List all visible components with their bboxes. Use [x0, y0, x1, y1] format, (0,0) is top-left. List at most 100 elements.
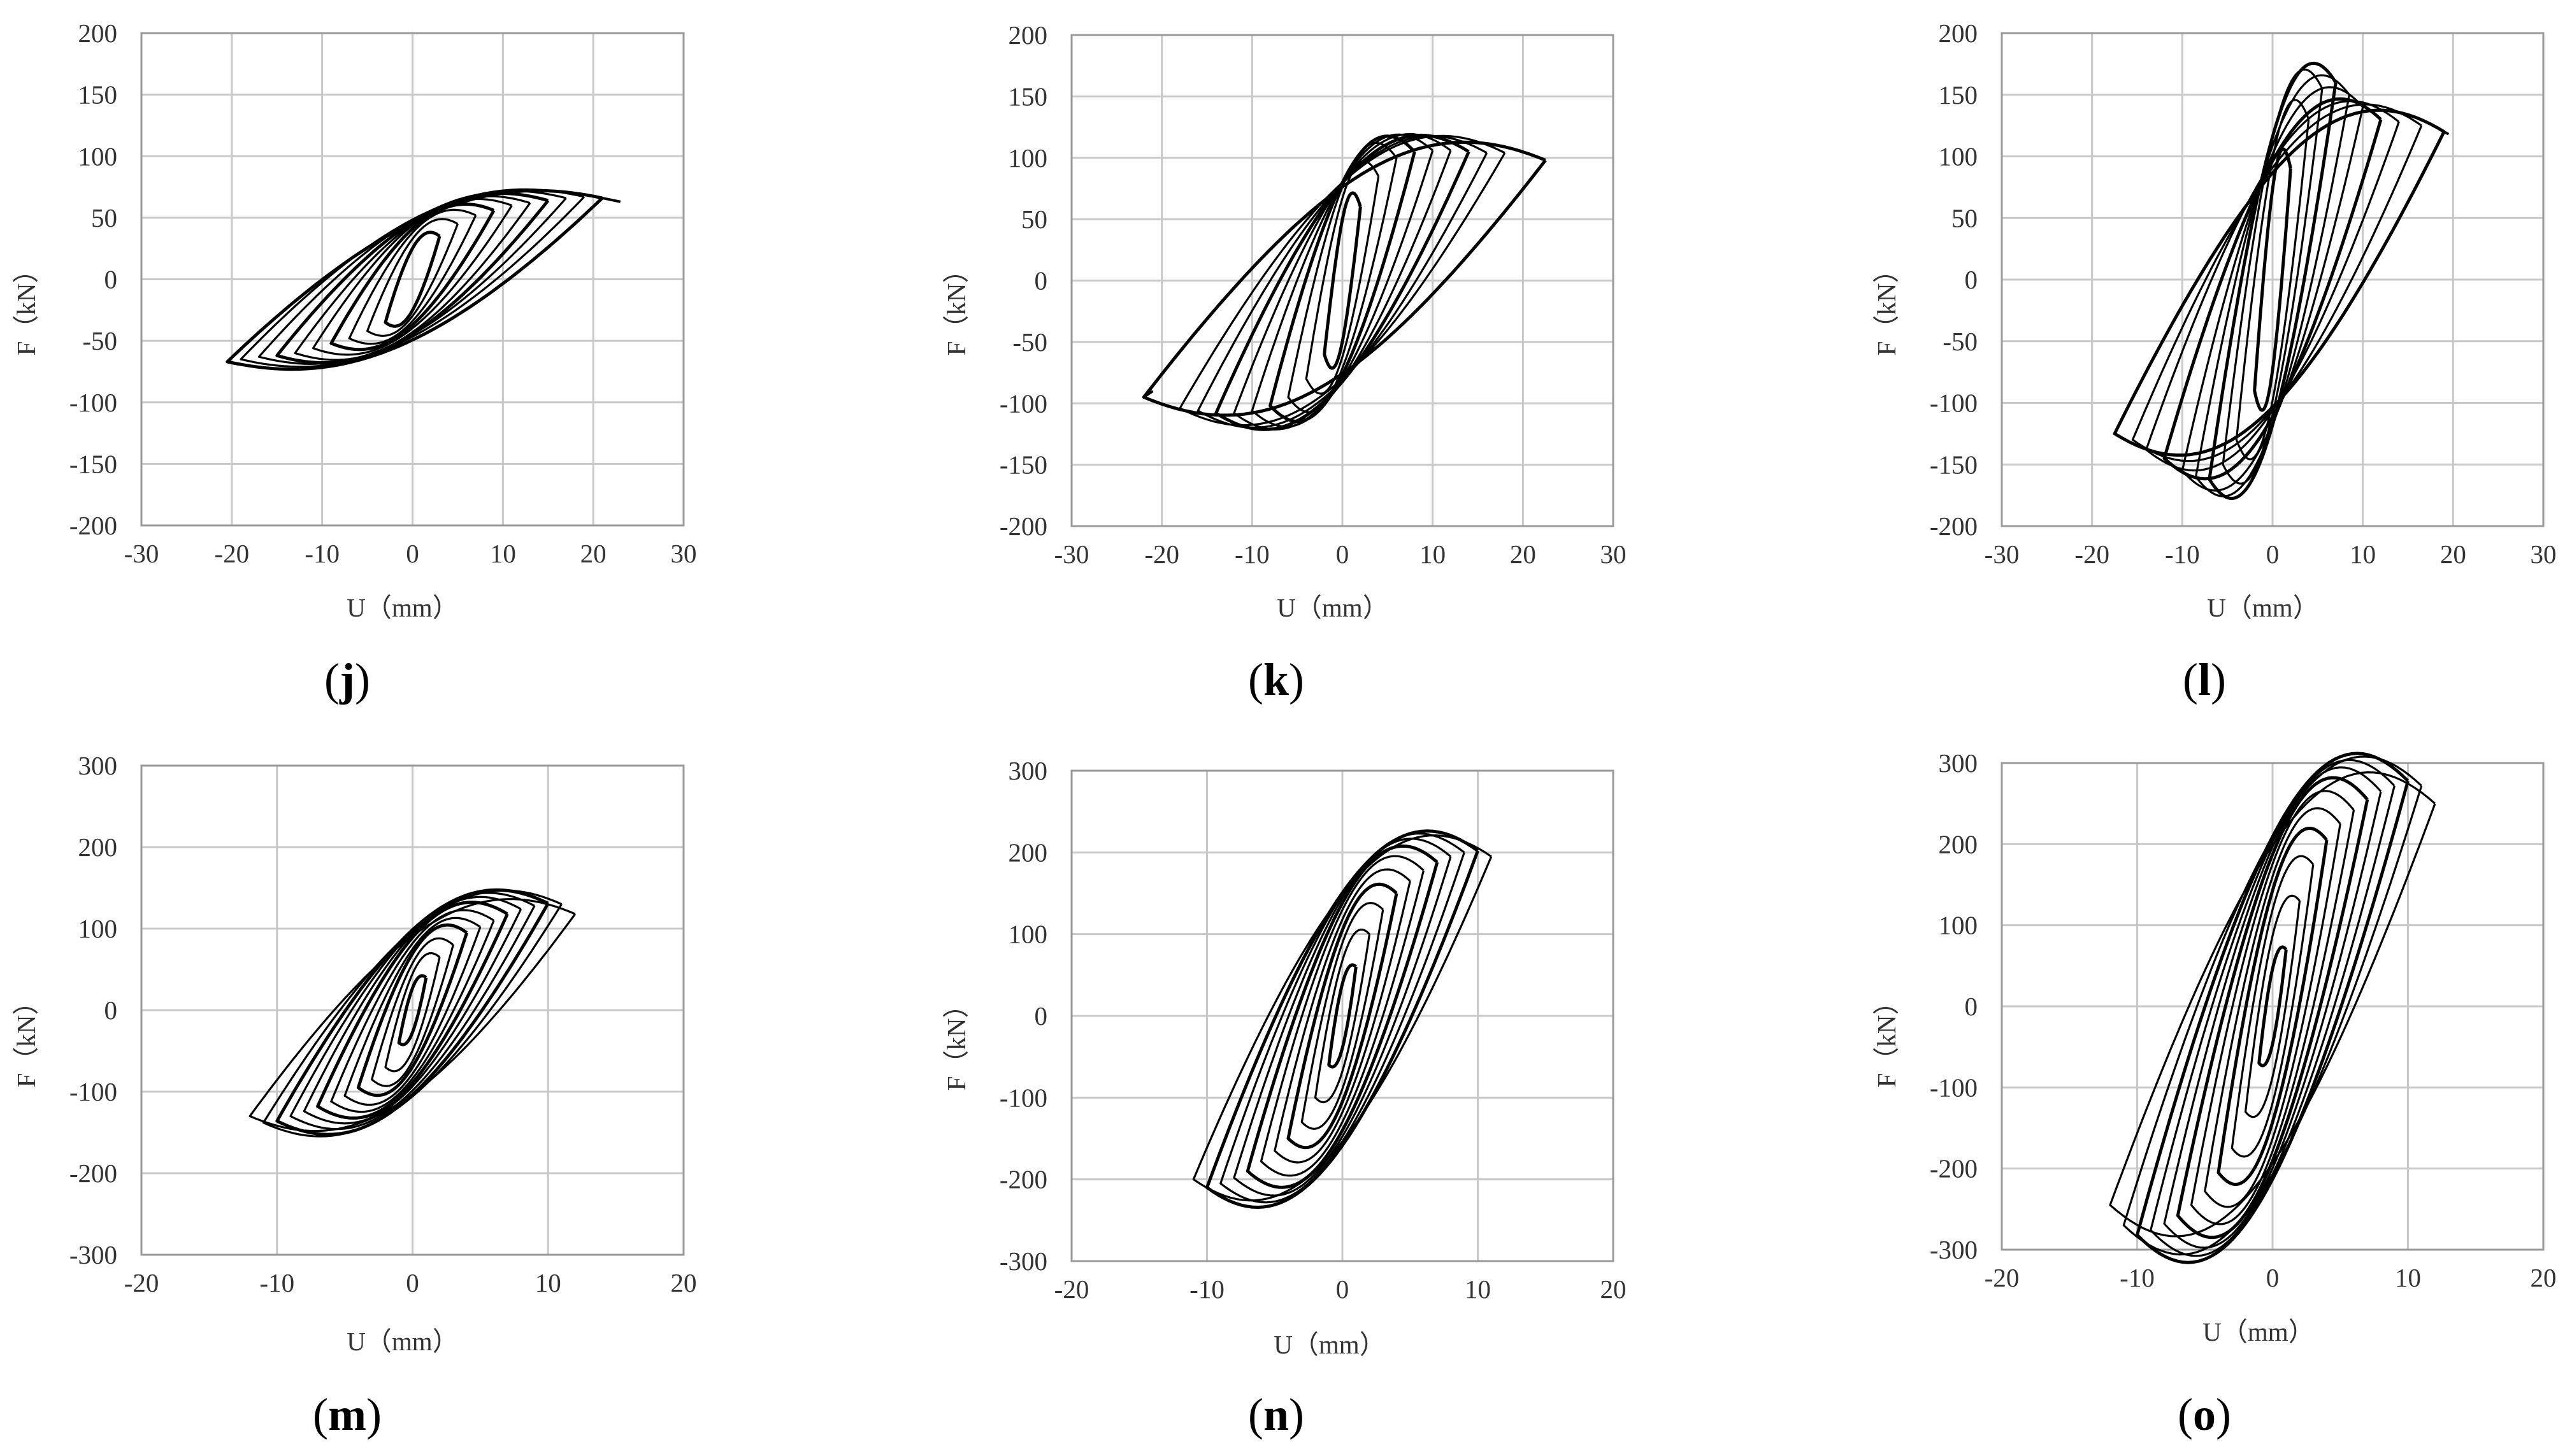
grid-j	[141, 33, 684, 525]
y-axis-title-j: F（kN）	[11, 257, 41, 356]
x-tick-label-k-1: -20	[1144, 539, 1179, 569]
x-tick-label-l-2: -10	[2165, 539, 2200, 569]
y-tick-label-k-4: 0	[1035, 266, 1048, 296]
x-tick-label-m-3: 10	[535, 1268, 561, 1297]
hysteresis-loop-o-12	[2109, 771, 2436, 1238]
x-tick-label-j-0: -30	[124, 539, 159, 568]
panel-l: -30 -20 -10 0 10 20 30-200-150-100-50050100150…	[1872, 18, 2557, 705]
y-tick-label-j-6: 100	[78, 141, 118, 171]
x-tick-label-l-1: -20	[2074, 539, 2109, 569]
x-axis-title-n: U（mm）	[1274, 1330, 1385, 1359]
panel-label-j-open: (	[324, 654, 340, 705]
hysteresis-loop-k-1	[1323, 191, 1362, 370]
hysteresis-series-j	[226, 188, 621, 371]
y-tick-label-l-6: 100	[1939, 142, 1978, 171]
hysteresis-loop-o-7	[2176, 776, 2369, 1239]
hysteresis-loop-m-12	[248, 898, 577, 1132]
panel-label-m: (m)	[313, 1389, 382, 1440]
x-tick-label-k-2: -10	[1235, 539, 1270, 569]
y-tick-label-j-2: -100	[69, 388, 117, 417]
panel-label-l-open: (	[2183, 654, 2198, 705]
x-tick-label-j-3: 0	[406, 539, 419, 568]
x-tick-label-j-2: -10	[305, 539, 340, 568]
hysteresis-loop-o-10	[2136, 752, 2410, 1264]
hysteresis-loop-o-3	[2231, 855, 2315, 1158]
x-tick-label-o-2: 0	[2266, 1263, 2280, 1292]
hysteresis-loop-m-4	[356, 923, 468, 1097]
x-axis-title-l: U（mm）	[2207, 593, 2318, 622]
hysteresis-loop-m-1	[397, 974, 428, 1046]
y-tick-label-m-0: -300	[69, 1240, 117, 1269]
panel-label-l-close: )	[2211, 654, 2226, 705]
y-tick-label-k-0: -200	[1000, 511, 1047, 541]
x-tick-label-l-5: 20	[2440, 539, 2466, 569]
x-tick-label-k-3: 0	[1336, 539, 1349, 569]
y-tick-label-k-7: 150	[1009, 82, 1048, 111]
x-tick-label-l-4: 10	[2350, 539, 2376, 569]
hysteresis-tail-l	[2443, 131, 2450, 136]
x-tick-label-l-6: 30	[2531, 539, 2557, 569]
x-tick-label-j-6: 30	[671, 539, 697, 568]
hysteresis-loop-o-6	[2190, 790, 2355, 1225]
panel-label-k: (k)	[1248, 654, 1304, 705]
panel-label-m-close: )	[366, 1389, 382, 1440]
y-tick-label-o-1: -200	[1930, 1154, 1978, 1183]
hysteresis-loop-n-7	[1246, 844, 1439, 1189]
panel-j: -30 -20 -10 0 10 20 30-200-150-100-50050100150…	[11, 18, 697, 705]
plot-frame-k	[1070, 34, 1614, 527]
x-tick-label-o-0: -20	[1985, 1263, 2020, 1292]
x-tick-label-k-4: 10	[1419, 539, 1446, 569]
grid-l	[2002, 33, 2543, 526]
hysteresis-loop-o-11	[2122, 755, 2423, 1256]
hysteresis-loop-n-5	[1274, 868, 1411, 1164]
x-tick-label-k-6: 30	[1600, 539, 1627, 569]
y-tick-label-l-3: -50	[1943, 327, 1978, 356]
y-tick-label-m-3: 0	[104, 996, 118, 1025]
y-tick-label-j-0: -200	[69, 511, 117, 540]
y-tick-label-j-4: 0	[104, 265, 118, 294]
y-axis-title-k: F（kN）	[942, 257, 971, 356]
plot-frame-o	[2001, 762, 2545, 1251]
y-tick-label-k-3: -50	[1012, 327, 1047, 357]
y-tick-label-j-3: -50	[82, 326, 117, 355]
x-tick-label-n-0: -20	[1054, 1274, 1089, 1304]
grid-k	[1072, 35, 1613, 526]
y-tick-label-l-5: 50	[1951, 203, 1978, 232]
y-tick-label-j-5: 50	[91, 203, 117, 232]
hysteresis-loop-j-1	[384, 231, 442, 328]
hysteresis-loop-j-2	[366, 218, 459, 337]
x-tick-label-n-4: 20	[1600, 1274, 1627, 1304]
hysteresis-loop-j-10	[226, 189, 604, 371]
hysteresis-loop-j-3	[348, 208, 477, 345]
hysteresis-loop-o-4	[2216, 827, 2329, 1186]
y-axis-title-l: F（kN）	[1872, 257, 1901, 356]
panel-label-o: (o)	[2178, 1389, 2231, 1440]
x-axis-title-j: U（mm）	[347, 593, 458, 622]
y-tick-label-k-5: 50	[1021, 204, 1047, 234]
x-tick-label-l-0: -30	[1985, 539, 2020, 569]
hysteresis-series-o	[2109, 752, 2436, 1264]
x-tick-label-j-5: 20	[580, 539, 607, 568]
panel-label-n-letter: n	[1263, 1389, 1289, 1440]
plot-frame-n	[1070, 769, 1614, 1262]
hysteresis-loop-k-10	[1142, 140, 1547, 417]
hysteresis-loop-k-8	[1196, 134, 1488, 429]
hysteresis-loop-n-11	[1192, 834, 1493, 1202]
hysteresis-series-l	[2113, 61, 2450, 500]
panel-label-o-close: )	[2216, 1389, 2231, 1440]
x-axis-title-o: U（mm）	[2202, 1317, 2314, 1346]
grid-m	[141, 766, 684, 1255]
hysteresis-tail-k	[1143, 390, 1154, 399]
panel-label-k-open: (	[1248, 654, 1263, 705]
panel-label-o-open: (	[2178, 1389, 2193, 1440]
y-tick-label-j-7: 150	[78, 80, 118, 110]
hysteresis-loop-m-5	[343, 917, 482, 1106]
x-tick-label-m-1: -10	[259, 1268, 294, 1297]
y-tick-label-n-4: 100	[1009, 920, 1048, 949]
hysteresis-series-m	[248, 888, 577, 1138]
x-tick-label-m-4: 20	[671, 1268, 697, 1297]
